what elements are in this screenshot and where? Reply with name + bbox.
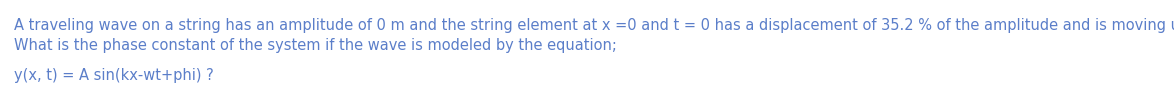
Text: A traveling wave on a string has an amplitude of 0 m and the string element at x: A traveling wave on a string has an ampl… — [14, 18, 1174, 33]
Text: y(x, t) = A sin(kx-wt+phi) ?: y(x, t) = A sin(kx-wt+phi) ? — [14, 68, 214, 83]
Text: What is the phase constant of the system if the wave is modeled by the equation;: What is the phase constant of the system… — [14, 38, 616, 53]
